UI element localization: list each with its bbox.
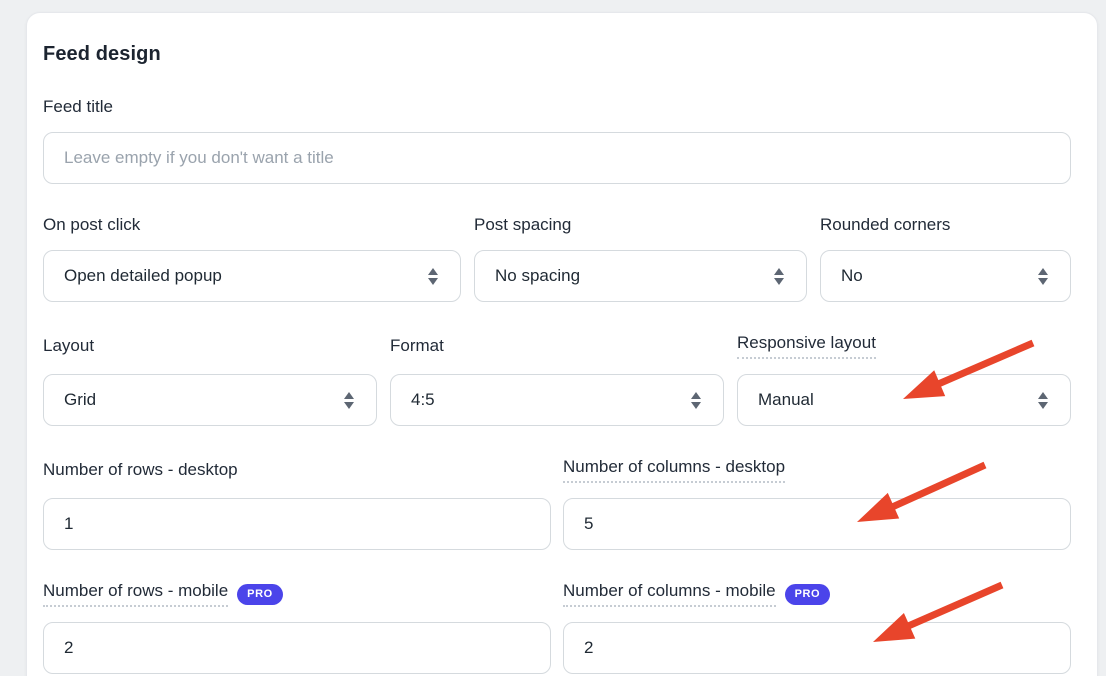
- cols-desktop-input[interactable]: [563, 498, 1071, 550]
- on-post-click-value: Open detailed popup: [64, 266, 222, 285]
- rounded-corners-value: No: [841, 266, 863, 285]
- post-spacing-select[interactable]: No spacing: [474, 250, 807, 302]
- select-arrows-icon: [774, 267, 784, 285]
- rows-desktop-label: Number of rows - desktop: [43, 460, 238, 479]
- format-select[interactable]: 4:5: [390, 374, 724, 426]
- feed-design-panel: Feed design Feed title On post click Pos…: [26, 12, 1098, 676]
- responsive-layout-value: Manual: [758, 390, 814, 409]
- cols-mobile-label: Number of columns - mobile: [563, 581, 776, 607]
- pro-badge: PRO: [784, 583, 831, 605]
- select-arrows-icon: [344, 391, 354, 409]
- panel-title: Feed design: [43, 43, 161, 65]
- pro-badge: PRO: [237, 583, 283, 605]
- post-spacing-value: No spacing: [495, 266, 581, 285]
- layout-label: Layout: [43, 336, 95, 355]
- responsive-layout-select[interactable]: Manual: [737, 374, 1071, 426]
- rounded-corners-select[interactable]: No: [820, 250, 1071, 302]
- post-spacing-label: Post spacing: [474, 215, 572, 234]
- select-arrows-icon: [428, 267, 438, 285]
- cols-mobile-input[interactable]: [563, 622, 1071, 674]
- on-post-click-label: On post click: [43, 215, 141, 234]
- rows-desktop-input[interactable]: [43, 498, 551, 550]
- responsive-layout-label: Responsive layout: [737, 333, 876, 359]
- layout-select[interactable]: Grid: [43, 374, 377, 426]
- rows-mobile-label: Number of rows - mobile: [43, 581, 229, 607]
- select-arrows-icon: [691, 391, 701, 409]
- format-label: Format: [390, 336, 444, 355]
- feed-title-label: Feed title: [43, 97, 113, 116]
- rounded-corners-label: Rounded corners: [820, 215, 951, 234]
- cols-desktop-label: Number of columns - desktop: [563, 457, 786, 483]
- layout-value: Grid: [64, 390, 97, 409]
- select-arrows-icon: [1038, 267, 1048, 285]
- select-arrows-icon: [1038, 391, 1048, 409]
- rows-mobile-input[interactable]: [43, 622, 551, 674]
- on-post-click-select[interactable]: Open detailed popup: [43, 250, 461, 302]
- feed-title-input[interactable]: [43, 132, 1071, 184]
- format-value: 4:5: [411, 390, 435, 409]
